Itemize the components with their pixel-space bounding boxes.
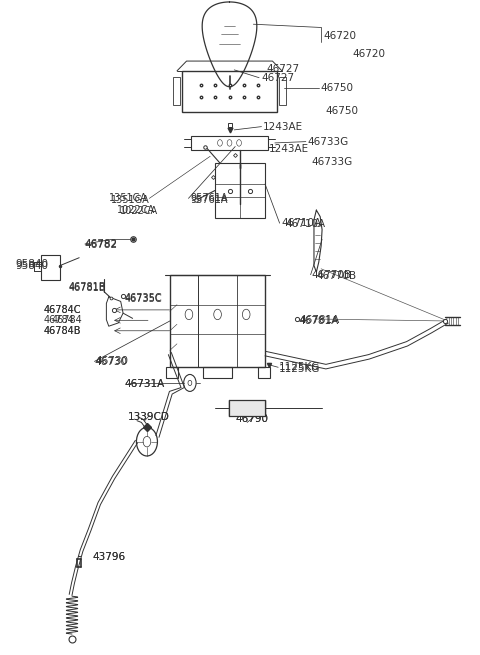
- Text: 46720: 46720: [324, 31, 357, 41]
- Text: 1351GA: 1351GA: [111, 195, 150, 205]
- Text: 46731A: 46731A: [124, 379, 165, 389]
- Text: 46770B: 46770B: [316, 271, 357, 281]
- Text: 46781B: 46781B: [68, 284, 106, 293]
- Text: 46727: 46727: [262, 73, 295, 83]
- Text: 46733G: 46733G: [312, 157, 353, 167]
- Text: 46784B: 46784B: [43, 326, 81, 336]
- Text: 46781B: 46781B: [68, 282, 106, 292]
- Text: 46770B: 46770B: [312, 270, 352, 280]
- Text: 1022CA: 1022CA: [120, 206, 158, 216]
- Bar: [215, 163, 265, 218]
- Text: 46781A: 46781A: [299, 314, 339, 325]
- Text: 46784C: 46784C: [43, 305, 81, 315]
- Text: 95761A: 95761A: [190, 195, 228, 205]
- Text: 46730: 46730: [95, 357, 128, 367]
- Text: 46710A: 46710A: [281, 218, 321, 228]
- Text: 43796: 43796: [92, 552, 125, 562]
- Bar: [258, 367, 270, 379]
- Text: 1022CA: 1022CA: [117, 205, 156, 215]
- Text: 46730: 46730: [96, 356, 129, 366]
- Text: 46790: 46790: [235, 414, 268, 424]
- Text: 1339CD: 1339CD: [128, 412, 170, 422]
- Bar: [166, 367, 178, 379]
- Bar: [41, 255, 60, 280]
- Text: 46731A: 46731A: [124, 379, 165, 389]
- Text: 46750: 46750: [326, 106, 359, 116]
- Bar: [192, 136, 268, 150]
- Text: 46727: 46727: [266, 64, 300, 73]
- Bar: [203, 367, 232, 379]
- Text: 46733G: 46733G: [307, 137, 348, 147]
- Text: 1243AE: 1243AE: [269, 145, 309, 155]
- Bar: [170, 275, 265, 367]
- Text: 46735C: 46735C: [124, 293, 162, 303]
- Text: 46710A: 46710A: [285, 219, 325, 229]
- Text: 46720: 46720: [352, 48, 385, 58]
- Text: 46782: 46782: [85, 240, 118, 250]
- Text: 1243AE: 1243AE: [263, 122, 303, 132]
- Text: 46782: 46782: [85, 239, 118, 249]
- Text: 46781A: 46781A: [298, 316, 338, 326]
- Text: 43796: 43796: [92, 552, 125, 562]
- Text: 46784: 46784: [43, 315, 74, 326]
- Text: 46784C: 46784C: [43, 305, 81, 315]
- Bar: [182, 71, 277, 112]
- Text: 46784B: 46784B: [43, 326, 81, 336]
- Bar: [173, 77, 180, 105]
- Text: 1339CD: 1339CD: [128, 412, 170, 422]
- Text: 95761A: 95761A: [190, 193, 228, 203]
- Text: 46735C: 46735C: [124, 295, 162, 305]
- Text: 1351GA: 1351GA: [109, 193, 147, 203]
- Text: 46790: 46790: [235, 414, 268, 424]
- Text: 95840: 95840: [16, 259, 48, 269]
- Text: 46750: 46750: [320, 83, 353, 93]
- Text: 46784: 46784: [52, 315, 83, 326]
- Bar: [229, 400, 265, 416]
- Text: 1125KG: 1125KG: [279, 364, 321, 373]
- Bar: [279, 77, 286, 105]
- Text: 1125KG: 1125KG: [279, 362, 321, 372]
- Text: 95840: 95840: [16, 261, 48, 271]
